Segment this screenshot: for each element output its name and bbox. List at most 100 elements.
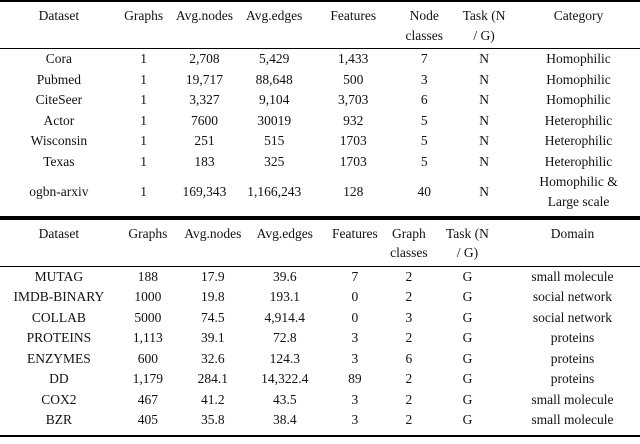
table-cell: 1,113 — [132, 330, 163, 346]
table-cell: 89 — [348, 371, 362, 387]
column-header: Avg.edges — [256, 225, 313, 241]
table-cell: 193.1 — [269, 289, 300, 305]
column-header: Features — [331, 225, 378, 241]
table-cell: 1703 — [339, 133, 367, 149]
table-cell: 5 — [420, 133, 428, 149]
table-cell: small molecule — [531, 268, 614, 284]
table-cell: 1,433 — [338, 51, 369, 67]
table-cell: 1 — [140, 51, 148, 67]
dataset-name-cell: ogbn-arxiv — [29, 184, 89, 200]
table-cell: 515 — [264, 133, 285, 149]
table-cell: 2 — [405, 330, 413, 346]
table-cell: 39.1 — [200, 330, 225, 346]
table-cell: N — [479, 92, 489, 108]
table-row: ogbn-arxiv 1 169,343 1,166,243 128 40 N Homophi… — [0, 172, 640, 217]
table-cell: 1,179 — [132, 371, 164, 387]
dataset-name-cell: Wisconsin — [30, 133, 88, 149]
table-cell: 2 — [405, 391, 413, 407]
table-cell: 600 — [137, 350, 158, 366]
table-cell: small molecule — [531, 412, 614, 428]
table-cell: 500 — [343, 71, 364, 87]
column-header: Graph classes — [390, 225, 428, 261]
table-cell: Homophilic — [546, 71, 611, 87]
table-cell: 4,914.4 — [264, 309, 306, 325]
table-cell: 6 — [420, 92, 428, 108]
table-cell: 3,703 — [338, 92, 369, 108]
table-row: Cora 1 2,708 5,429 1,433 7 N Homophilic — [0, 49, 640, 70]
column-header: Dataset — [38, 225, 80, 241]
column-header: Avg.nodes — [184, 225, 242, 241]
table-cell: N — [479, 112, 489, 128]
table-row: Pubmed 1 19,717 88,648 500 3 N Homophilic — [0, 70, 640, 91]
table-cell: 1 — [140, 71, 148, 87]
table-cell: 40 — [417, 184, 432, 200]
table-cell: G — [462, 371, 473, 387]
table-cell: 3 — [405, 309, 413, 325]
table-cell: 467 — [137, 391, 158, 407]
table-cell: G — [462, 412, 473, 428]
table-cell: 41.2 — [200, 391, 225, 407]
table-cell: 3 — [420, 71, 428, 87]
table-cell: 1,166,243 — [247, 184, 302, 200]
dataset-name-cell: Pubmed — [36, 71, 81, 87]
table-row: Actor 1 7600 30019 932 5 N Heterophilic — [0, 111, 640, 132]
table-cell: 124.3 — [269, 350, 300, 366]
header-row: Dataset Graphs Avg.nodes Avg.edges Features N… — [0, 1, 640, 49]
column-header: Task (N / G) — [462, 8, 506, 43]
table-cell: 74.5 — [200, 309, 225, 325]
table-cell: Homophilic — [546, 92, 611, 108]
table-cell: 14,322.4 — [261, 371, 309, 387]
table-cell: 1 — [140, 133, 148, 149]
table-cell: 7 — [351, 268, 359, 284]
column-header: Category — [553, 8, 604, 23]
table-cell: 19.8 — [200, 289, 225, 305]
table-cell: 3 — [351, 350, 359, 366]
dataset-name-cell: COX2 — [41, 391, 77, 407]
table-cell: proteins — [550, 350, 595, 366]
table-cell: 1 — [140, 112, 148, 128]
table-cell: Homophilic & Large scale — [539, 174, 618, 210]
table-cell: 169,343 — [182, 184, 227, 200]
table-cell: 32.6 — [200, 350, 225, 366]
table-cell: 3 — [351, 391, 359, 407]
table-cell: 43.5 — [272, 391, 297, 407]
table-cell: 7600 — [190, 112, 218, 128]
column-header: Dataset — [38, 8, 80, 23]
table-cell: 251 — [194, 133, 215, 149]
dataset-name-cell: BZR — [45, 412, 72, 428]
table-cell: 6 — [405, 350, 413, 366]
table-cell: Homophilic — [546, 51, 611, 67]
table-cell: 38.4 — [272, 412, 297, 428]
table-cell: 5,429 — [259, 51, 290, 67]
table-cell: 405 — [137, 412, 158, 428]
table-cell: 17.9 — [200, 268, 225, 284]
table-cell: 30019 — [257, 112, 292, 128]
table-cell: Heterophilic — [544, 112, 613, 128]
table-cell: 2,708 — [189, 51, 220, 67]
table-cell: 2 — [405, 371, 413, 387]
table-cell: 3 — [351, 330, 359, 346]
dataset-name-cell: PROTEINS — [26, 330, 92, 346]
table-row: Wisconsin 1 251 515 1703 5 N Heterophilic — [0, 131, 640, 152]
table-cell: proteins — [550, 330, 595, 346]
table-cell: 325 — [264, 153, 285, 169]
table-cell: N — [479, 51, 489, 67]
table-cell: 932 — [343, 112, 364, 128]
table-cell: 183 — [194, 153, 215, 169]
table-cell: 3,327 — [189, 92, 220, 108]
dataset-name-cell: CiteSeer — [35, 92, 83, 108]
table-cell: Heterophilic — [544, 153, 613, 169]
table-cell: G — [462, 268, 473, 284]
table-cell: G — [462, 330, 473, 346]
table-cell: G — [462, 391, 473, 407]
table-row: Texas 1 183 325 1703 5 N Heterophilic — [0, 152, 640, 173]
header-row: Dataset Graphs Avg.nodes Avg.edges Features G… — [0, 219, 640, 267]
table-cell: 19,717 — [185, 71, 224, 87]
dataset-name-cell: IMDB-BINARY — [13, 289, 105, 305]
column-header: Avg.nodes — [175, 8, 234, 23]
table-cell: 0 — [351, 289, 359, 305]
